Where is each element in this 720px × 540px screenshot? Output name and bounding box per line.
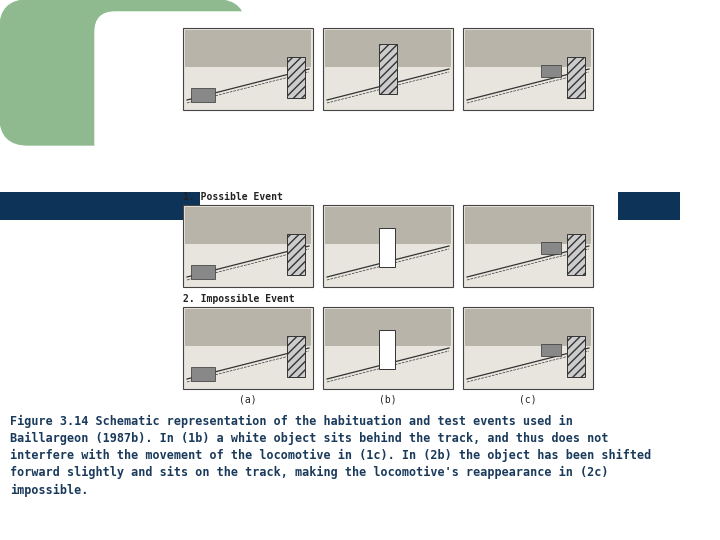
Bar xyxy=(379,44,397,93)
Bar xyxy=(0,192,200,220)
Bar xyxy=(287,234,305,275)
Bar xyxy=(323,28,453,110)
Bar xyxy=(463,205,593,287)
Bar xyxy=(191,265,215,279)
Bar xyxy=(618,192,680,220)
Bar xyxy=(567,57,585,98)
Bar xyxy=(541,242,561,254)
Bar xyxy=(183,307,313,389)
Bar xyxy=(567,234,585,275)
Text: Figure 3.14 Schematic representation of the habituation and test events used in
: Figure 3.14 Schematic representation of … xyxy=(10,415,652,497)
Bar xyxy=(183,28,313,110)
Text: 1. Possible Event: 1. Possible Event xyxy=(183,192,283,202)
Bar xyxy=(325,207,451,244)
Bar xyxy=(541,65,561,77)
Bar xyxy=(191,367,215,381)
Bar xyxy=(463,307,593,389)
Text: (b): (b) xyxy=(379,395,397,405)
Bar xyxy=(541,344,561,356)
Bar xyxy=(465,309,591,346)
Bar xyxy=(379,330,395,369)
Bar xyxy=(325,30,451,67)
Bar xyxy=(287,336,305,377)
Bar xyxy=(379,228,395,267)
Bar xyxy=(323,307,453,389)
FancyBboxPatch shape xyxy=(0,0,245,145)
Bar xyxy=(567,336,585,377)
Bar xyxy=(183,205,313,287)
Bar xyxy=(191,88,215,102)
Bar xyxy=(287,57,305,98)
Text: (a): (a) xyxy=(239,395,257,405)
Bar xyxy=(325,309,451,346)
Bar xyxy=(465,207,591,244)
Bar xyxy=(185,30,311,67)
Bar xyxy=(465,30,591,67)
Bar xyxy=(185,309,311,346)
Text: 2. Impossible Event: 2. Impossible Event xyxy=(183,294,294,304)
Bar xyxy=(323,205,453,287)
FancyBboxPatch shape xyxy=(95,12,710,502)
Bar xyxy=(463,28,593,110)
Bar xyxy=(185,207,311,244)
Text: (c): (c) xyxy=(519,395,537,405)
